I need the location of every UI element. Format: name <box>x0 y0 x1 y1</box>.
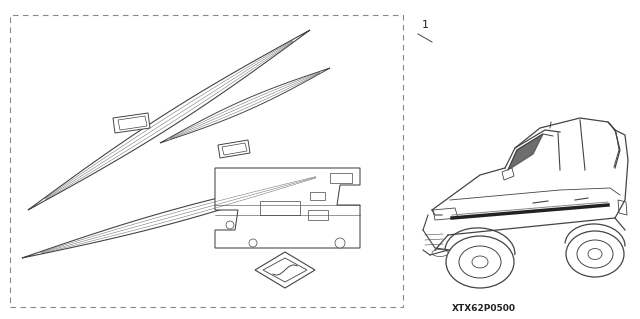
Polygon shape <box>502 168 514 180</box>
Polygon shape <box>263 258 307 282</box>
Polygon shape <box>222 143 247 155</box>
Ellipse shape <box>472 256 488 268</box>
Polygon shape <box>218 140 250 158</box>
Polygon shape <box>28 30 310 210</box>
Polygon shape <box>618 200 627 215</box>
Polygon shape <box>433 208 458 220</box>
Bar <box>308 210 328 220</box>
Ellipse shape <box>459 246 501 278</box>
Text: XTX62P0500: XTX62P0500 <box>452 304 516 313</box>
Ellipse shape <box>432 249 448 256</box>
Polygon shape <box>255 252 315 288</box>
Polygon shape <box>160 68 330 143</box>
Ellipse shape <box>566 231 624 277</box>
Bar <box>330 173 352 183</box>
Bar <box>10 15 403 307</box>
Polygon shape <box>22 172 335 258</box>
Bar <box>260 201 300 215</box>
Polygon shape <box>215 168 360 248</box>
Ellipse shape <box>588 249 602 259</box>
Polygon shape <box>113 113 150 133</box>
Polygon shape <box>118 116 147 130</box>
Polygon shape <box>508 134 543 170</box>
Circle shape <box>249 239 257 247</box>
Bar <box>310 192 325 200</box>
Circle shape <box>226 221 234 229</box>
Ellipse shape <box>446 236 514 288</box>
Ellipse shape <box>577 240 613 268</box>
Text: 1: 1 <box>422 20 429 30</box>
Circle shape <box>335 238 345 248</box>
